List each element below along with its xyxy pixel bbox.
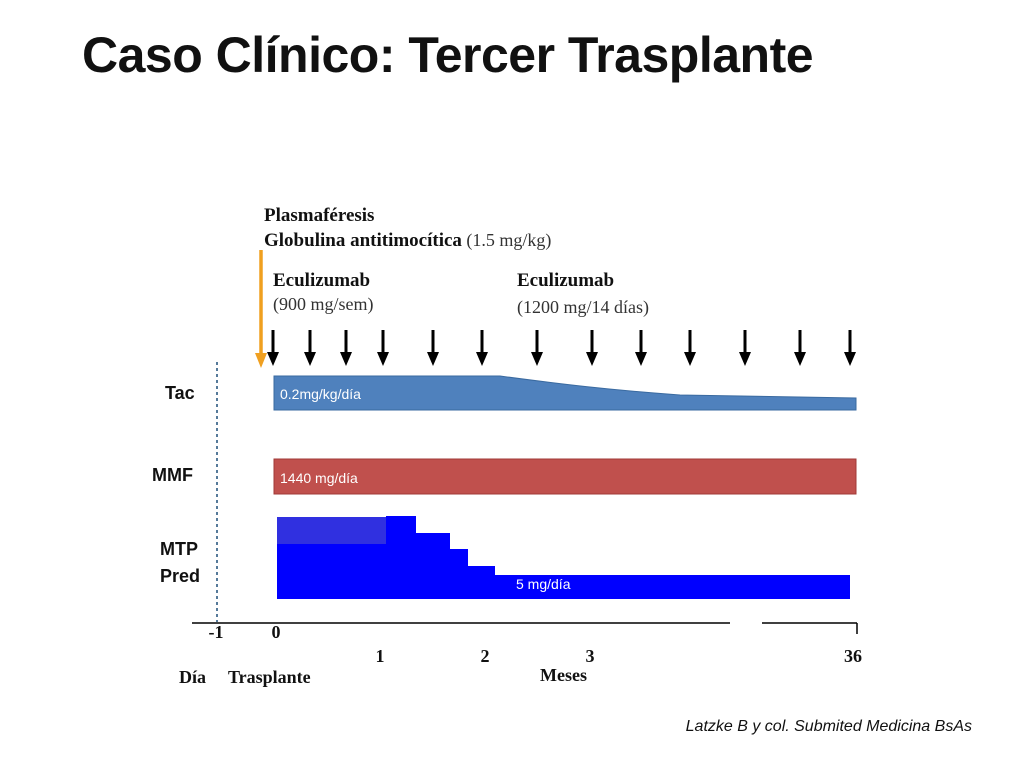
mtp-bar (277, 517, 386, 544)
arrow-3 (340, 330, 352, 366)
tick-label-minus-1: -1 (208, 622, 224, 642)
arrow-7 (531, 330, 543, 366)
arrow-13 (844, 330, 856, 366)
pred-bar (277, 516, 850, 599)
x-axis (192, 622, 858, 634)
tac-bar-label: 0.2mg/kg/día (280, 386, 361, 402)
eculizumab-label-2: Eculizumab (517, 270, 615, 291)
mmf-bar-label: 1440 mg/día (280, 470, 358, 486)
eculizumab-label-1: Eculizumab (273, 270, 371, 291)
eculizumab-dose-2: (1200 mg/14 días) (517, 297, 649, 317)
atg-dose: (1.5 mg/kg) (466, 230, 552, 250)
tick-label-2: 2 (480, 646, 490, 666)
tick-label-0: 0 (271, 622, 281, 642)
months-axis-label: Meses (540, 665, 587, 685)
eculizumab-arrows (267, 330, 856, 366)
arrow-11 (739, 330, 751, 366)
arrow-6 (476, 330, 488, 366)
slide-title: Caso Clínico: Tercer Trasplante (82, 27, 814, 83)
mtp-row-label: MTP (160, 539, 198, 559)
arrow-5 (427, 330, 439, 366)
orange-arrow (255, 250, 267, 368)
arrow-12 (794, 330, 806, 366)
plasmapheresis-label: Plasmaféresis (264, 205, 375, 226)
arrow-1 (267, 330, 279, 366)
pred-row-label: Pred (160, 566, 201, 586)
arrow-9 (635, 330, 647, 366)
tick-label-3: 3 (585, 646, 595, 666)
arrow-10 (684, 330, 696, 366)
eculizumab-dose-1: (900 mg/sem) (273, 294, 374, 314)
tac-row-label: Tac (165, 383, 195, 403)
transplant-axis-label: Trasplante (228, 667, 311, 687)
pred-bar-label: 5 mg/día (516, 576, 571, 592)
atg-label: Globulina antitimocítica (264, 230, 462, 251)
citation: Latzke B y col. Submited Medicina BsAs (685, 718, 972, 735)
atg-annotation: Globulina antitimocítica (1.5 mg/kg) (264, 230, 551, 252)
mmf-row-label: MMF (152, 465, 193, 485)
tick-label-1: 1 (375, 646, 385, 666)
arrow-4 (377, 330, 389, 366)
tick-label-36: 36 (844, 646, 862, 666)
arrow-8 (586, 330, 598, 366)
dia-axis-label: Día (179, 667, 206, 687)
mmf-bar (273, 458, 857, 495)
tac-bar (273, 375, 857, 411)
arrow-2 (304, 330, 316, 366)
